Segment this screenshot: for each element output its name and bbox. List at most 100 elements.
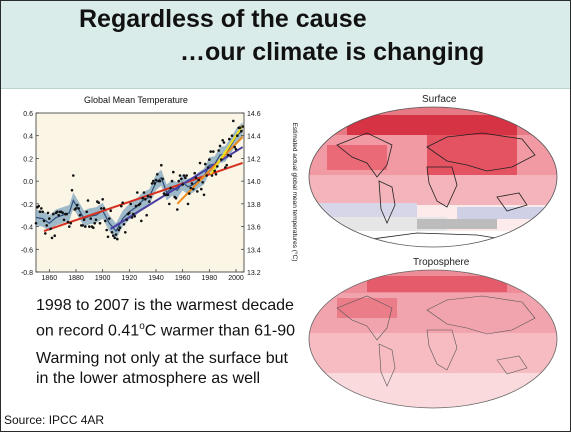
body-line-4: in the lower atmosphere as well <box>36 370 261 387</box>
y-tick-label-left: -0.6 <box>21 247 33 254</box>
annual-point <box>226 153 230 157</box>
annual-point <box>50 236 54 240</box>
annual-point <box>66 220 70 224</box>
annual-point <box>69 221 72 225</box>
annual-point <box>76 203 79 207</box>
annual-point <box>117 228 120 232</box>
annual-point <box>214 173 218 176</box>
annual-point <box>129 202 132 206</box>
trend-line-1981-2005 <box>209 124 244 175</box>
annual-point <box>122 223 126 226</box>
annual-point <box>193 171 196 175</box>
x-tick-label: 1880 <box>68 275 84 281</box>
annual-point <box>212 150 215 153</box>
annual-point <box>133 215 136 218</box>
annual-point <box>109 209 112 212</box>
body-line-3: Warming not only at the surface but <box>36 350 288 367</box>
annual-point <box>38 210 42 214</box>
annual-point <box>166 193 170 197</box>
annual-point <box>121 201 124 204</box>
annual-point <box>128 211 131 215</box>
annual-point <box>234 148 238 151</box>
x-tick-label: 1940 <box>148 275 164 281</box>
troposphere-map-label: Troposphere <box>413 257 470 268</box>
y-tick-label-left: -0.8 <box>21 270 33 277</box>
annual-point <box>40 207 43 210</box>
y-tick-label-right: 14.4 <box>247 134 261 141</box>
annual-point <box>142 191 146 194</box>
source-citation: Source: IPCC 4AR <box>4 413 105 427</box>
annual-point <box>124 231 127 234</box>
annual-point <box>176 208 179 211</box>
annual-point <box>230 134 234 137</box>
annual-point <box>228 137 231 141</box>
annual-point <box>110 231 114 234</box>
trend-line-1856-2005 <box>43 162 243 233</box>
annual-point <box>106 235 110 239</box>
annual-point <box>202 193 206 197</box>
y-tick-label-left: 0.4 <box>23 134 33 141</box>
annual-point <box>172 170 175 174</box>
annual-point <box>218 144 222 148</box>
annual-point <box>221 139 224 142</box>
annual-point <box>52 212 55 216</box>
slide-title-line1: Regardless of the cause <box>79 5 367 33</box>
title-banner: Regardless of the cause …our climate is … <box>1 1 570 89</box>
annual-point <box>213 169 216 173</box>
annual-point <box>177 179 180 183</box>
annual-point <box>224 166 227 169</box>
x-tick-label: 1900 <box>95 275 111 281</box>
annual-point <box>225 163 228 167</box>
body-line-2-main: on record 0.41 <box>36 322 140 340</box>
annual-point <box>140 219 143 223</box>
annual-point <box>184 176 187 179</box>
annual-point <box>208 158 211 161</box>
annual-point <box>182 174 186 177</box>
annual-point <box>232 119 235 123</box>
x-tick-label: 1980 <box>202 275 218 281</box>
annual-point <box>181 183 184 186</box>
y-tick-label-left: -0.4 <box>21 225 33 232</box>
annual-point <box>241 125 244 128</box>
annual-point <box>134 204 138 208</box>
annual-point <box>174 196 178 200</box>
y-tick-label-right: 14.2 <box>247 156 261 163</box>
annual-point <box>86 199 90 202</box>
annual-point <box>178 174 182 177</box>
surface-temperature-map <box>308 106 558 248</box>
y-tick-label-right: 13.2 <box>247 270 261 277</box>
uncertainty-band <box>36 122 243 240</box>
annual-point <box>120 204 123 208</box>
annual-point <box>190 182 194 185</box>
annual-point <box>125 218 128 222</box>
x-tick-label: 1920 <box>122 275 138 281</box>
annual-point <box>105 228 108 232</box>
annual-point <box>229 154 232 158</box>
annual-point <box>145 213 148 217</box>
annual-point <box>194 176 198 179</box>
annual-point <box>198 161 202 165</box>
annual-point <box>205 174 208 177</box>
annual-point <box>209 150 212 153</box>
right-axis-label: Estimated actual global mean temperature… <box>291 123 299 262</box>
annual-point <box>240 129 243 133</box>
annual-point <box>34 221 38 225</box>
annual-point <box>101 198 104 201</box>
annual-point <box>132 212 135 216</box>
slide-title-line2: …our climate is changing <box>180 38 485 66</box>
annual-point <box>108 217 111 220</box>
y-tick-label-left: 0.0 <box>23 179 33 186</box>
annual-point <box>189 186 192 190</box>
annual-point <box>180 177 183 181</box>
annual-point <box>222 141 226 144</box>
annual-point <box>57 213 60 217</box>
annual-point <box>168 202 171 206</box>
annual-point <box>160 163 163 167</box>
annual-point <box>197 178 200 182</box>
annual-point <box>161 177 164 181</box>
annual-point <box>217 149 220 152</box>
y-tick-label-right: 14.6 <box>247 111 261 118</box>
annual-point <box>98 221 102 225</box>
annual-point <box>37 204 40 208</box>
annual-point <box>170 179 174 183</box>
